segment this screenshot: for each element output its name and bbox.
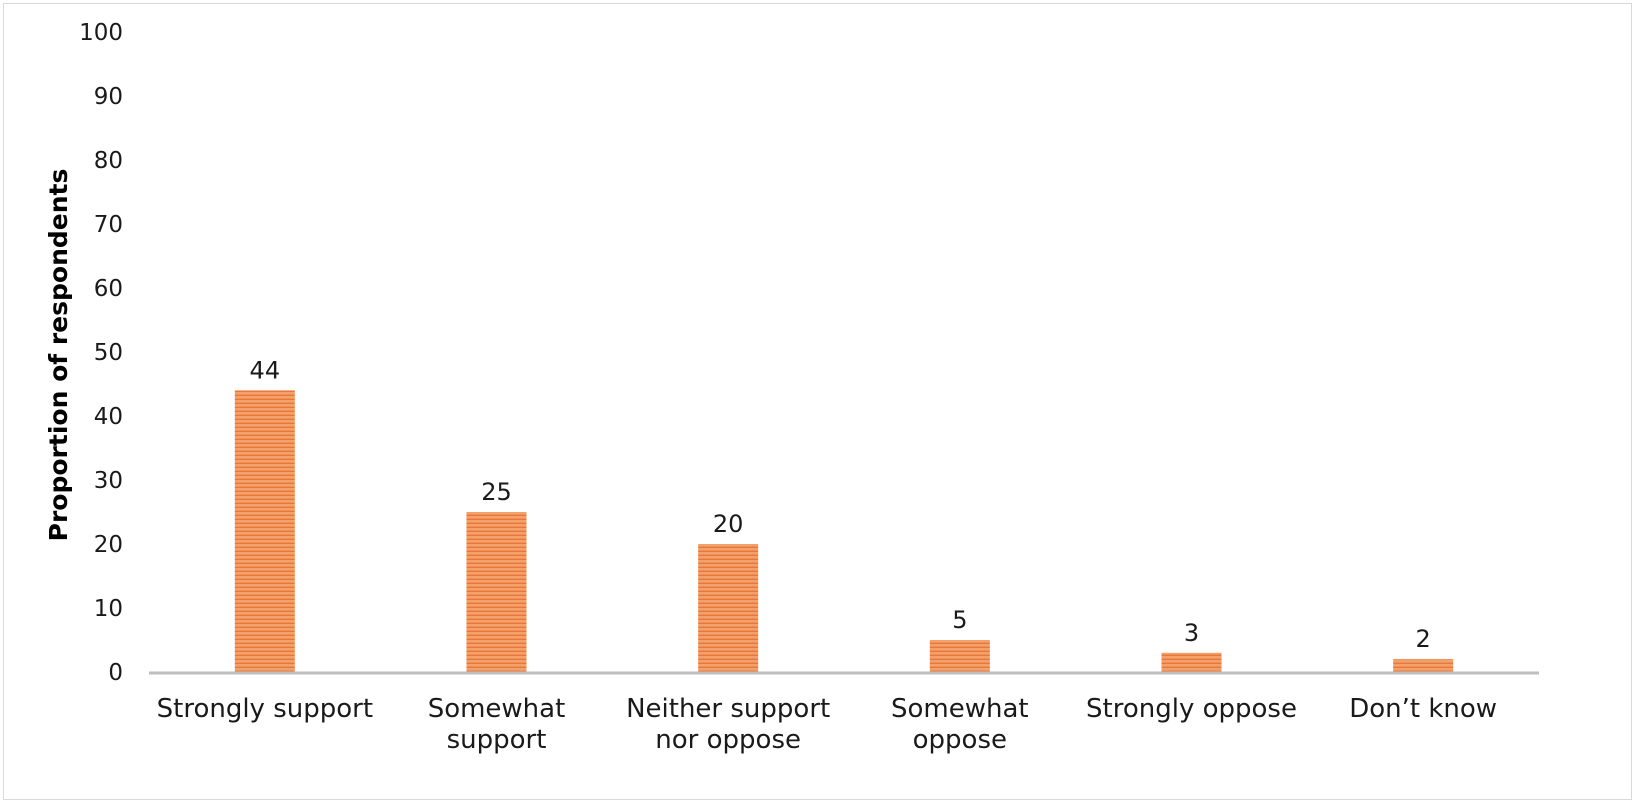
bar-chart: Proportion of respondents 0 10 20 30 40 50 60 7… [44,20,1539,755]
category-label: support [447,725,547,755]
y-tick-label: 90 [94,84,123,110]
category-label: Don’t know [1349,694,1497,724]
data-label: 2 [1416,625,1431,653]
y-tick-label: 80 [94,148,123,174]
data-label: 3 [1184,619,1199,647]
y-tick-label: 0 [108,660,123,686]
category-label: oppose [913,725,1007,755]
category-label: Neither support [626,694,830,724]
category-label: nor oppose [655,725,801,755]
category-label: Somewhat [891,694,1029,724]
y-tick-label: 40 [94,404,123,430]
y-tick-label: 20 [94,532,123,558]
bar [1393,659,1454,672]
data-label: 25 [481,478,512,506]
y-tick-label: 30 [94,468,123,494]
y-tick-label: 70 [94,212,123,238]
category-label: Somewhat [428,694,566,724]
y-tick-label: 50 [94,340,123,366]
bars [234,390,1454,672]
y-tick-label: 10 [94,596,123,622]
y-axis-title: Proportion of respondents [44,169,73,542]
chart-frame: Proportion of respondents 0 10 20 30 40 50 60 7… [3,3,1632,800]
y-tick-label: 100 [79,20,123,46]
bar [1161,652,1222,672]
data-label: 20 [713,510,744,538]
y-tick-label: 60 [94,276,123,302]
category-label: Strongly support [157,694,373,724]
bar [929,640,990,672]
data-labels: 44 25 20 5 3 2 [250,356,1431,653]
y-axis-title-group: Proportion of respondents [44,169,73,542]
data-label: 44 [250,356,281,384]
bar [466,512,527,672]
bar [698,544,759,672]
data-label: 5 [952,606,967,634]
bar [234,390,295,672]
y-tick-labels: 0 10 20 30 40 50 60 70 80 90 100 [79,20,123,686]
category-label: Strongly oppose [1086,694,1297,724]
